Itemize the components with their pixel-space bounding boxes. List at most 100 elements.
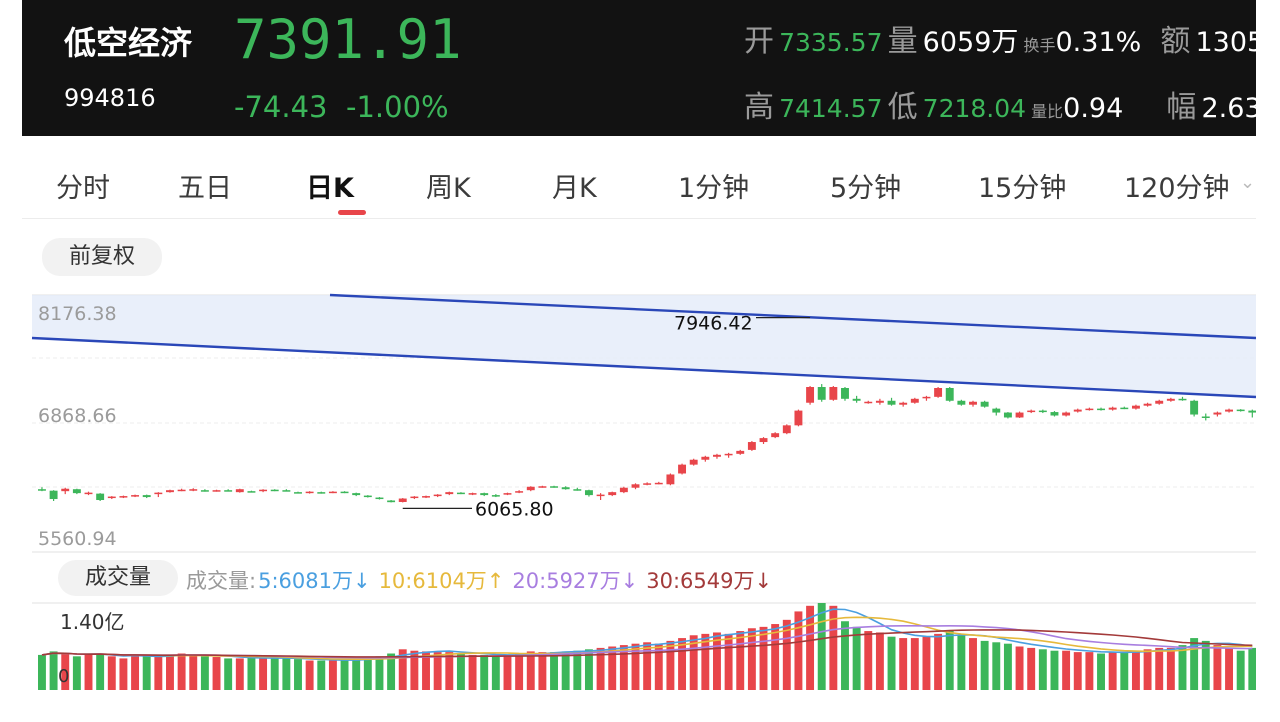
- y-tick-label: 6868.66: [38, 405, 117, 427]
- last-price: 7391.91: [234, 8, 462, 71]
- high-marker-label: 7946.42: [674, 313, 753, 335]
- volume-ratio-value: 0.94: [1063, 93, 1124, 124]
- candle-body: [1201, 416, 1210, 418]
- volume-bar: [666, 640, 675, 690]
- candle-body: [38, 489, 46, 491]
- candle-body: [584, 490, 593, 496]
- volume-bar: [305, 660, 314, 690]
- volume-bar: [177, 653, 186, 690]
- tab-monthly-k[interactable]: 月K: [552, 173, 597, 204]
- volume-bar: [526, 651, 535, 690]
- volume-bar: [875, 632, 884, 690]
- volume-axis-max: 1.40亿: [60, 610, 125, 634]
- volume-ratio-label: 量比: [1031, 102, 1064, 121]
- volume-bar: [631, 643, 640, 690]
- volume-bar: [747, 628, 756, 690]
- volume-bar: [678, 638, 687, 690]
- volume-ma-line: [41, 629, 1253, 658]
- legend-ma10: 10:6104万↑: [378, 569, 505, 593]
- volume-bar: [596, 647, 605, 690]
- low-label: 低: [887, 90, 918, 125]
- volume-bar: [410, 650, 419, 690]
- volume-ma-line: [41, 608, 1253, 661]
- index-name: 低空经济: [64, 24, 193, 62]
- volume-bar: [713, 632, 721, 690]
- tab-intraday[interactable]: 分时: [56, 173, 110, 204]
- candle-body: [107, 496, 116, 499]
- tab-1-minute[interactable]: 1分钟: [678, 173, 750, 204]
- tab-weekly-k[interactable]: 周K: [426, 173, 471, 204]
- candle-body: [934, 387, 943, 397]
- volume-bar: [817, 603, 826, 690]
- candle-body: [1015, 412, 1024, 418]
- volume-bar: [352, 659, 361, 690]
- volume-bar: [608, 646, 617, 690]
- candle-body: [177, 489, 186, 492]
- volume-bar: [363, 657, 372, 690]
- volume-bar: [422, 651, 430, 690]
- tab-120-minute[interactable]: 120分钟: [1124, 173, 1230, 204]
- candle-body: [340, 491, 349, 494]
- candle-body: [643, 483, 652, 485]
- volume-bar: [282, 658, 291, 690]
- volume-bar: [1050, 650, 1059, 690]
- volume-bar: [38, 654, 46, 690]
- amount-value: 1305: [1195, 27, 1256, 58]
- tab-15-minute[interactable]: 15分钟: [978, 173, 1067, 204]
- open-label: 开: [744, 24, 774, 59]
- volume-bar: [456, 653, 465, 690]
- tab-daily-k[interactable]: 日K: [306, 173, 354, 204]
- candle-body: [1248, 410, 1257, 413]
- tab-five-day[interactable]: 五日: [178, 173, 232, 204]
- candle-body: [829, 387, 838, 400]
- candle-body: [84, 492, 93, 495]
- volume-bar: [829, 605, 838, 690]
- volume-bar: [84, 654, 93, 690]
- candle-body: [1155, 400, 1164, 404]
- channel-band: [32, 295, 1256, 397]
- legend-ma5: 5:6081万↓: [258, 569, 371, 593]
- volume-bar: [1085, 652, 1094, 690]
- y-tick-label: 8176.38: [38, 303, 117, 325]
- candle-body: [410, 496, 419, 499]
- volume-bar: [1120, 652, 1129, 690]
- volume-bar: [491, 656, 500, 690]
- volume-bar: [654, 643, 663, 690]
- candle-body: [992, 408, 1001, 413]
- volume-bar: [841, 621, 849, 690]
- adjust-mode-button[interactable]: 前复权: [42, 238, 162, 276]
- volume-bar: [945, 631, 954, 690]
- volume-bar: [1143, 649, 1152, 690]
- candle-body: [957, 400, 966, 405]
- candle-body: [945, 387, 954, 401]
- indicator-select-button[interactable]: 成交量: [58, 560, 178, 596]
- candle-body: [619, 487, 628, 493]
- channel-lower-line: [31, 336, 1257, 399]
- candle-body: [515, 491, 524, 493]
- candle-body: [608, 492, 617, 496]
- candle-body: [875, 400, 884, 403]
- chevron-down-icon[interactable]: ⌄: [1240, 172, 1256, 193]
- volume-bar: [771, 624, 780, 690]
- volume-bar: [992, 642, 1001, 690]
- volume-bar: [328, 660, 337, 690]
- volume-bar: [1236, 650, 1245, 690]
- volume-bar: [922, 636, 931, 690]
- channel-upper-line: [329, 293, 1257, 340]
- candle-body: [1050, 412, 1059, 416]
- candle-body: [49, 490, 58, 500]
- volume-value: 6059万: [922, 27, 1019, 58]
- legend-ma20: 20:5927万↓: [512, 569, 639, 593]
- volume-bar: [235, 658, 244, 690]
- low-value: 7218.04: [922, 94, 1027, 123]
- open-value: 7335.57: [779, 28, 883, 57]
- volume-bar: [887, 636, 896, 690]
- volume-bar: [340, 659, 349, 690]
- candle-body: [747, 442, 756, 450]
- volume-bar: [806, 605, 815, 690]
- y-tick-label: 5560.94: [38, 528, 117, 550]
- candle-body: [1027, 410, 1036, 413]
- candle-body: [363, 495, 372, 498]
- tab-5-minute[interactable]: 5分钟: [830, 173, 902, 204]
- candle-body: [782, 425, 791, 434]
